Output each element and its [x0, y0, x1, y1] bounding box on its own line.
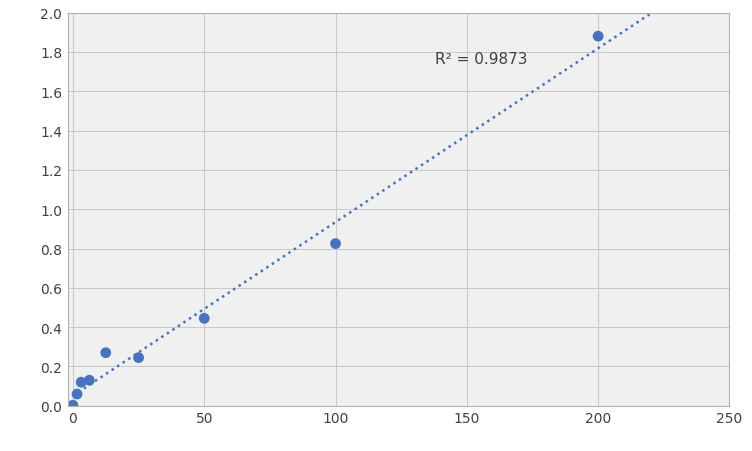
- Point: [83, 377, 96, 384]
- Point: [67, 402, 79, 409]
- Point: [132, 354, 144, 361]
- Point: [592, 33, 604, 41]
- Point: [71, 391, 83, 398]
- Point: [100, 350, 112, 357]
- Point: [329, 240, 341, 248]
- Text: R² = 0.9873: R² = 0.9873: [435, 51, 528, 66]
- Point: [199, 315, 211, 322]
- Point: [75, 379, 87, 386]
